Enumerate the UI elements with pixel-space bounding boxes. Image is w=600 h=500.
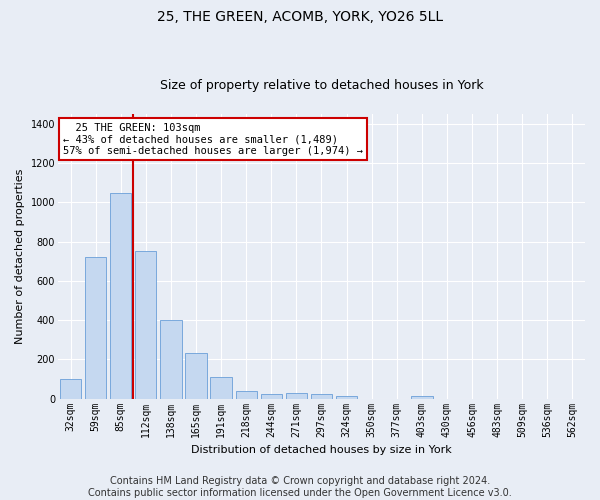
Title: Size of property relative to detached houses in York: Size of property relative to detached ho… [160, 79, 483, 92]
Text: Contains HM Land Registry data © Crown copyright and database right 2024.
Contai: Contains HM Land Registry data © Crown c… [88, 476, 512, 498]
Bar [211, 377, 232, 398]
Bar [311, 394, 332, 398]
Bar [286, 394, 307, 398]
Bar [260, 394, 282, 398]
Bar [85, 258, 106, 398]
Text: 25 THE GREEN: 103sqm  
← 43% of detached houses are smaller (1,489)
57% of semi-: 25 THE GREEN: 103sqm ← 43% of detached h… [63, 122, 363, 156]
Y-axis label: Number of detached properties: Number of detached properties [15, 168, 25, 344]
X-axis label: Distribution of detached houses by size in York: Distribution of detached houses by size … [191, 445, 452, 455]
Bar [185, 352, 206, 399]
Bar [110, 192, 131, 398]
Bar [336, 396, 357, 398]
Bar [135, 252, 157, 398]
Bar [160, 320, 182, 398]
Bar [236, 391, 257, 398]
Bar [60, 379, 81, 398]
Bar [411, 396, 433, 398]
Text: 25, THE GREEN, ACOMB, YORK, YO26 5LL: 25, THE GREEN, ACOMB, YORK, YO26 5LL [157, 10, 443, 24]
